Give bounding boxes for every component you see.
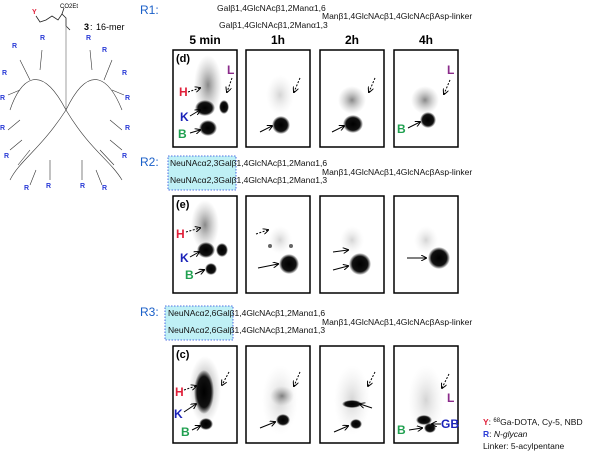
organ-label-heart: H [176, 227, 185, 241]
organ-label-bladder: B [185, 268, 194, 282]
r-group: R [4, 153, 9, 160]
sequence-bottom: NeuNAcα2,3Galβ1,4GlcNAcβ1,2Manα1,3 [170, 175, 327, 185]
row-r1-header: R1: Galβ1,4GlcNAcβ1,2Manα1,6 Galβ1,4GlcN… [140, 3, 472, 30]
organ-label-liver: L [227, 63, 234, 77]
time-header: 5 min [189, 33, 220, 47]
r-group: R [12, 43, 17, 50]
row-label: R3: [140, 305, 159, 319]
legend-linker: Linker: 5-acylpentane [483, 441, 565, 451]
dendrimer-structure: CO2Et Y 3 : 16-mer R R R R R R R R R R R [0, 4, 130, 192]
panel-label: (e) [176, 199, 190, 211]
organ-label-bladder: B [181, 425, 190, 439]
organ-label-kidney: K [180, 251, 189, 265]
image-panel-4h [393, 195, 459, 294]
legend-y-key: Y [483, 417, 489, 427]
image-panel-5min: (d) H K B L [172, 49, 238, 148]
image-panel-5min: (c) H K B [172, 345, 238, 444]
r-group: R [80, 183, 85, 190]
r-group: R [46, 183, 51, 190]
ester-label: CO2Et [60, 4, 78, 10]
compound-name: 16-mer [96, 22, 125, 32]
organ-label-bladder: B [397, 423, 406, 437]
r-group: R [102, 47, 107, 54]
time-headers: 5 min 1h 2h 4h [189, 33, 433, 47]
image-panel-1h [245, 195, 311, 294]
image-panel-4h: L B [393, 49, 459, 148]
image-panel-1h [245, 345, 311, 444]
sequence-top: Galβ1,4GlcNAcβ1,2Manα1,6 [217, 3, 326, 13]
organ-label-kidney: K [174, 407, 183, 421]
r-group: R [122, 153, 127, 160]
highlight-box [167, 155, 237, 191]
organ-label-kidney: K [180, 110, 189, 124]
time-header: 2h [345, 33, 359, 47]
organ-label-liver: L [447, 391, 454, 405]
r-group: R [86, 35, 91, 42]
panel-label: (d) [176, 53, 190, 65]
r-group: R [40, 35, 45, 42]
compound-number: 3 [84, 22, 89, 32]
sequence-top: NeuNAcα2,6Galβ1,4GlcNAcβ1,2Manα1,6 [168, 308, 325, 318]
organ-label-heart: H [179, 85, 188, 99]
r-group: R [0, 125, 5, 132]
sequence-bottom: NeuNAcα2,6Galβ1,4GlcNAcβ1,2Manα1,3 [168, 325, 325, 335]
row-label: R2: [140, 155, 159, 169]
svg-text:Y: 68Ga-DOTA, Cy-5, NBD: Y: 68Ga-DOTA, Cy-5, NBD [483, 417, 583, 427]
organ-label-heart: H [175, 385, 184, 399]
row-r3-images: (c) H K B [172, 345, 459, 444]
organ-label-bladder: B [397, 122, 406, 136]
legend-r-text: N-glycan [494, 429, 528, 439]
panel-label: (c) [176, 349, 190, 361]
image-panel-4h: L GB B [393, 345, 459, 444]
y-label: Y [32, 9, 37, 16]
r-group: R [125, 125, 130, 132]
r-group: R [0, 95, 5, 102]
svg-text::: : [90, 22, 93, 32]
legend-y-text: Ga-DOTA, Cy-5, NBD [500, 417, 583, 427]
organ-label-gallbladder: GB [441, 417, 459, 431]
image-panel-1h [245, 49, 311, 148]
svg-text:R: N-glycan: R: N-glycan [483, 429, 528, 439]
legend-y-superscript: 68 [493, 418, 500, 424]
row-label: R1: [140, 3, 159, 17]
image-panel-2h [319, 49, 385, 148]
image-panel-2h [319, 195, 385, 294]
row-r1-images: (d) H K B L [172, 49, 459, 148]
time-header: 4h [419, 33, 433, 47]
r-group: R [24, 185, 29, 192]
r-group: R [125, 95, 130, 102]
organ-label-liver: L [447, 63, 454, 77]
r-group: R [2, 70, 7, 77]
row-r3-header: R3: NeuNAcα2,6Galβ1,4GlcNAcβ1,2Manα1,6 N… [140, 305, 472, 341]
sequence-core: Manβ1,4GlcNAcβ1,4GlcNAcβAsp-linker [322, 167, 472, 177]
legend-r-key: R [483, 429, 489, 439]
image-panel-2h [319, 345, 385, 444]
sequence-core: Manβ1,4GlcNAcβ1,4GlcNAcβAsp-linker [322, 317, 472, 327]
image-panel-5min: (e) H K B [172, 195, 238, 294]
sequence-bottom: Galβ1,4GlcNAcβ1,2Manα1,3 [219, 20, 328, 30]
row-r2-images: (e) H K B [172, 195, 459, 294]
sequence-top: NeuNAcα2,3Galβ1,4GlcNAcβ1,2Manα1,6 [170, 158, 327, 168]
organ-label-bladder: B [178, 127, 187, 141]
legend: Y: 68Ga-DOTA, Cy-5, NBD R: N-glycan Link… [483, 417, 583, 451]
r-group: R [122, 70, 127, 77]
highlight-box [164, 305, 234, 341]
r-group: R [102, 185, 107, 192]
row-r2-header: R2: NeuNAcα2,3Galβ1,4GlcNAcβ1,2Manα1,6 N… [140, 155, 472, 191]
time-header: 1h [271, 33, 285, 47]
sequence-core: Manβ1,4GlcNAcβ1,4GlcNAcβAsp-linker [322, 11, 472, 21]
